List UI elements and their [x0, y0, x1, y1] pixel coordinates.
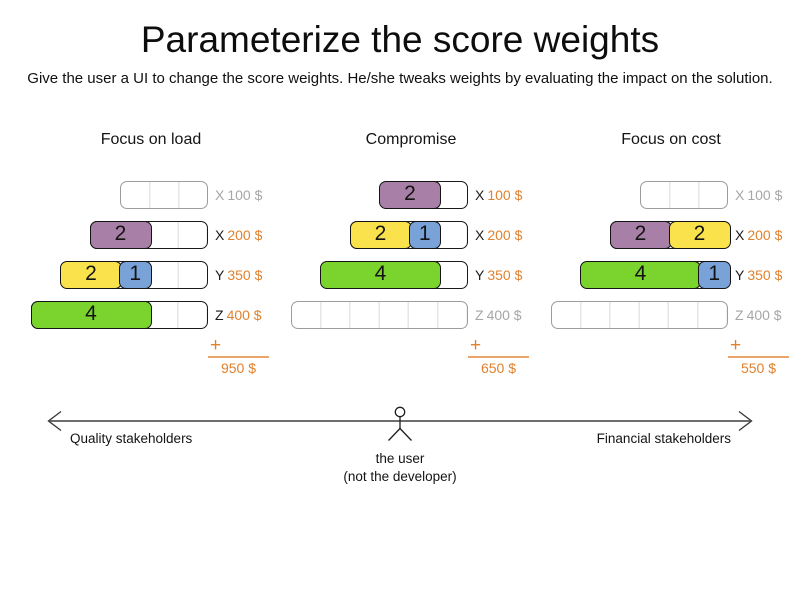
row-label: X 200 $ [735, 221, 782, 249]
sum-line [468, 356, 529, 358]
row-label-amount: 100 $ [227, 187, 263, 203]
weight-bar: 2 1 [349, 220, 468, 249]
row-label: X 200 $ [475, 221, 522, 249]
row-label-amount: 400 $ [486, 307, 522, 323]
weight-block-yellow: 2 [60, 260, 122, 289]
weight-bar: 4 [30, 300, 208, 329]
weight-bar: 4 1 [580, 260, 731, 289]
sum-line [728, 356, 789, 358]
user-caption-line1: the user [375, 451, 425, 466]
weight-row: Z 400 $ [551, 301, 791, 329]
weight-bar: 2 [379, 180, 468, 209]
page-title: Parameterize the score weights [140, 19, 660, 60]
row-label-letter: X [215, 187, 225, 203]
weight-row: 4 Z 400 $ [30, 300, 271, 329]
row-label: Y 350 $ [475, 261, 522, 289]
weight-row: 4 1 Y 350 $ [551, 260, 791, 289]
weight-block-purple: 2 [379, 180, 441, 209]
sum-plus-sign: + [730, 335, 742, 356]
weight-row: 2 X 100 $ [291, 180, 531, 209]
panel-title: Focus on load [100, 131, 202, 148]
panel-title: Focus on cost [621, 131, 721, 148]
row-label: Z 400 $ [475, 301, 522, 329]
weight-block-yellow: 2 [668, 220, 731, 249]
sum-total: 950 $ [220, 360, 257, 376]
weight-row: 2 2 X 200 $ [551, 220, 791, 249]
panel-focus-on-load: Focus on load X 100 $ 2 X 200 $ 2 1 Y 350 $ [30, 120, 271, 390]
panel-compromise: Compromise 2 X 100 $ 2 1 X 200 $ 4 Y 350 $ [291, 120, 531, 390]
weight-block-blue: 1 [119, 260, 152, 289]
row-label-amount: 200 $ [487, 227, 523, 243]
row-label-amount: 400 $ [746, 307, 782, 323]
row-label-letter: X [735, 187, 745, 203]
row-label-letter: X [475, 227, 485, 243]
row-label-amount: 200 $ [227, 227, 263, 243]
weight-bar-empty [639, 181, 728, 209]
row-label-letter: Z [215, 307, 224, 323]
panel-focus-on-cost: Focus on cost X 100 $ 2 2 X 200 $ 4 1 Y 350… [551, 120, 791, 390]
stakeholder-axis [47, 406, 753, 441]
sum-line [208, 356, 269, 358]
weight-row: 2 1 X 200 $ [291, 220, 531, 249]
row-label-amount: 350 $ [227, 267, 263, 283]
weight-bar: 2 2 [609, 220, 731, 249]
weight-block-blue: 1 [408, 220, 441, 249]
row-label: Y 350 $ [735, 261, 782, 289]
row-label-letter: Y [215, 267, 225, 283]
row-label-amount: 350 $ [747, 267, 783, 283]
row-label-letter: Z [475, 307, 484, 323]
row-label-amount: 100 $ [487, 187, 523, 203]
sum-plus-sign: + [210, 335, 222, 356]
weight-bar: 2 [89, 220, 208, 249]
weight-block-yellow: 2 [349, 220, 412, 249]
weight-bar: 4 [320, 260, 468, 289]
row-label: Y 350 $ [215, 261, 262, 289]
row-label: X 100 $ [735, 181, 782, 209]
row-label: X 100 $ [475, 181, 522, 209]
sum-plus-sign: + [470, 335, 482, 356]
user-caption-line2: (not the developer) [343, 469, 457, 484]
weight-row: X 100 $ [31, 181, 271, 209]
weight-block-green: 4 [320, 260, 441, 289]
row-label: X 100 $ [215, 181, 262, 209]
row-label-letter: X [735, 227, 745, 243]
weight-bar: 2 1 [60, 260, 208, 289]
arrow-left-icon [47, 410, 62, 432]
arrow-right-icon [738, 410, 753, 432]
row-label-letter: Y [735, 267, 745, 283]
row-label-letter: X [475, 187, 485, 203]
axis-label-quality: Quality stakeholders [70, 431, 193, 446]
weight-row: 2 1 Y 350 $ [31, 260, 271, 289]
row-label-amount: 400 $ [226, 307, 262, 323]
weight-block-green: 4 [580, 260, 701, 289]
weight-block-purple: 2 [609, 220, 672, 249]
panel-title: Compromise [365, 131, 457, 148]
row-label: Z 400 $ [215, 301, 262, 329]
weight-block-purple: 2 [89, 220, 152, 249]
row-label-letter: X [215, 227, 225, 243]
row-label-amount: 200 $ [747, 227, 783, 243]
sum-total: 550 $ [740, 360, 777, 376]
weight-row: 4 Y 350 $ [291, 260, 531, 289]
row-label-amount: 350 $ [487, 267, 523, 283]
row-label-letter: Y [475, 267, 485, 283]
user-figure-icon [388, 406, 412, 441]
row-label: X 200 $ [215, 221, 262, 249]
weight-block-green: 4 [30, 300, 152, 329]
weight-bar-empty [119, 181, 208, 209]
weight-bar-empty [291, 301, 468, 329]
weight-bar-empty [551, 301, 728, 329]
row-label-letter: Z [735, 307, 744, 323]
weight-row: X 100 $ [551, 181, 791, 209]
weight-block-blue: 1 [698, 260, 731, 289]
subtitle: Give the user a UI to change the score w… [27, 70, 773, 87]
row-label-amount: 100 $ [747, 187, 783, 203]
weight-row: 2 X 200 $ [31, 220, 271, 249]
axis-label-financial: Financial stakeholders [596, 431, 731, 446]
weight-row: Z 400 $ [291, 301, 531, 329]
row-label: Z 400 $ [735, 301, 782, 329]
sum-total: 650 $ [480, 360, 517, 376]
